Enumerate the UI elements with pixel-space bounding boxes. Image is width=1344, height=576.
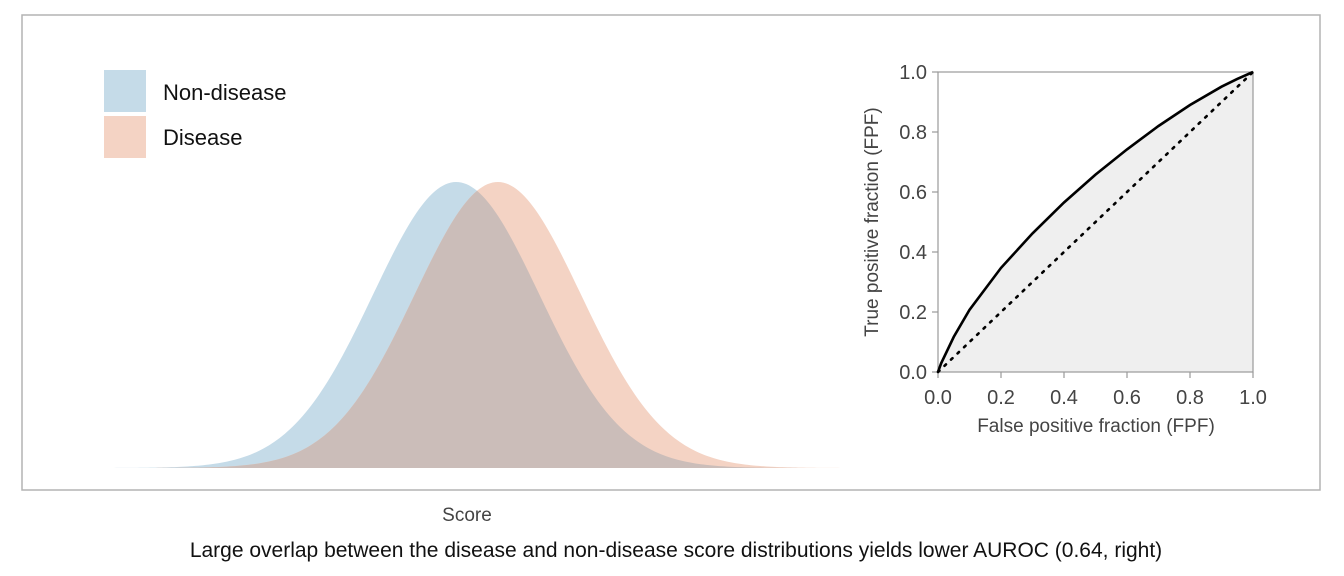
roc-y-tick-label-1: 0.2 (899, 302, 927, 324)
roc-y-tick-label-4: 0.8 (899, 122, 927, 144)
figure-caption: Large overlap between the disease and no… (190, 539, 1162, 562)
overlap-density-area (82, 190, 872, 469)
roc-y-tick-label-2: 0.4 (899, 242, 927, 264)
roc-x-tick-label-3: 0.6 (1113, 387, 1141, 409)
roc-plot-border (937, 71, 1254, 373)
roc-curve (936, 70, 1254, 373)
roc-x-tick-label-0: 0.0 (924, 387, 952, 409)
roc-y-tick-label-3: 0.6 (899, 182, 927, 204)
roc-y-tick-label-5: 1.0 (899, 62, 927, 84)
roc-y-tick-label-0: 0.0 (899, 362, 927, 384)
density-x-axis-title: Score (442, 505, 492, 526)
roc-y-axis-title: True positive fraction (FPF) (862, 107, 883, 336)
roc-x-axis-title: False positive fraction (FPF) (977, 416, 1215, 437)
roc-x-tick-label-5: 1.0 (1239, 387, 1267, 409)
roc-x-tick-label-4: 0.8 (1176, 387, 1204, 409)
density-panel (82, 182, 872, 469)
roc-x-tick-label-1: 0.2 (987, 387, 1015, 409)
roc-tick-group: 0.0 0.2 0.4 0.6 0.8 1.0 0.0 0.2 0.4 0.6 0.8 1.0 (899, 62, 1267, 409)
legend: Non-disease Disease (104, 70, 287, 158)
roc-x-tick-label-2: 0.4 (1050, 387, 1078, 409)
legend-label-disease: Disease (163, 125, 242, 150)
legend-swatch-non-disease (104, 70, 146, 112)
roc-chance-diagonal (936, 70, 1255, 374)
legend-label-non-disease: Non-disease (163, 80, 287, 105)
legend-swatch-disease (104, 116, 146, 158)
roc-panel: 0.0 0.2 0.4 0.6 0.8 1.0 0.0 0.2 0.4 0.6 0.8 1.0 Fal… (862, 62, 1267, 437)
